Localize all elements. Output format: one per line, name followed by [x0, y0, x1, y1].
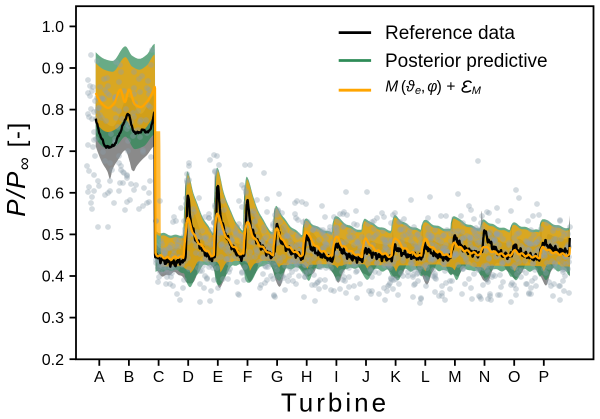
svg-text:D: D — [182, 369, 194, 386]
svg-text:B: B — [124, 369, 135, 386]
svg-text:I: I — [334, 369, 338, 386]
svg-text:,: , — [421, 79, 425, 96]
svg-text:M: M — [448, 369, 461, 386]
svg-text:0.6: 0.6 — [42, 185, 64, 202]
svg-text:0.8: 0.8 — [42, 102, 64, 119]
svg-text:1.0: 1.0 — [42, 19, 64, 36]
svg-text:0.5: 0.5 — [42, 227, 64, 244]
svg-text:M: M — [385, 79, 398, 96]
svg-text:ϑ: ϑ — [406, 79, 415, 96]
svg-text:N: N — [479, 369, 491, 386]
svg-text:M: M — [472, 85, 482, 97]
svg-text:e: e — [415, 85, 421, 97]
svg-text:): ) — [437, 79, 442, 96]
svg-text:A: A — [94, 369, 105, 386]
svg-text:0.3: 0.3 — [42, 310, 64, 327]
svg-text:P: P — [538, 369, 549, 386]
svg-text:G: G — [271, 369, 283, 386]
svg-text:O: O — [508, 369, 520, 386]
svg-text:0.2: 0.2 — [42, 352, 64, 369]
svg-text:P/P∞ [-]: P/P∞ [-] — [1, 121, 34, 217]
svg-text:E: E — [212, 369, 223, 386]
svg-text:0.4: 0.4 — [42, 269, 64, 286]
svg-text:K: K — [390, 369, 401, 386]
svg-text:0.7: 0.7 — [42, 144, 64, 161]
svg-text:J: J — [362, 369, 370, 386]
svg-text:Posterior predictive: Posterior predictive — [385, 51, 548, 72]
svg-text:H: H — [301, 369, 313, 386]
svg-text:(: ( — [401, 79, 407, 96]
svg-text:φ: φ — [427, 79, 437, 96]
svg-text:+: + — [446, 79, 455, 96]
svg-text:0.9: 0.9 — [42, 61, 64, 78]
svg-text:L: L — [421, 369, 430, 386]
svg-text:F: F — [243, 369, 253, 386]
svg-text:Reference data: Reference data — [385, 23, 515, 44]
svg-text:C: C — [153, 369, 165, 386]
svg-text:Turbine: Turbine — [281, 388, 389, 418]
